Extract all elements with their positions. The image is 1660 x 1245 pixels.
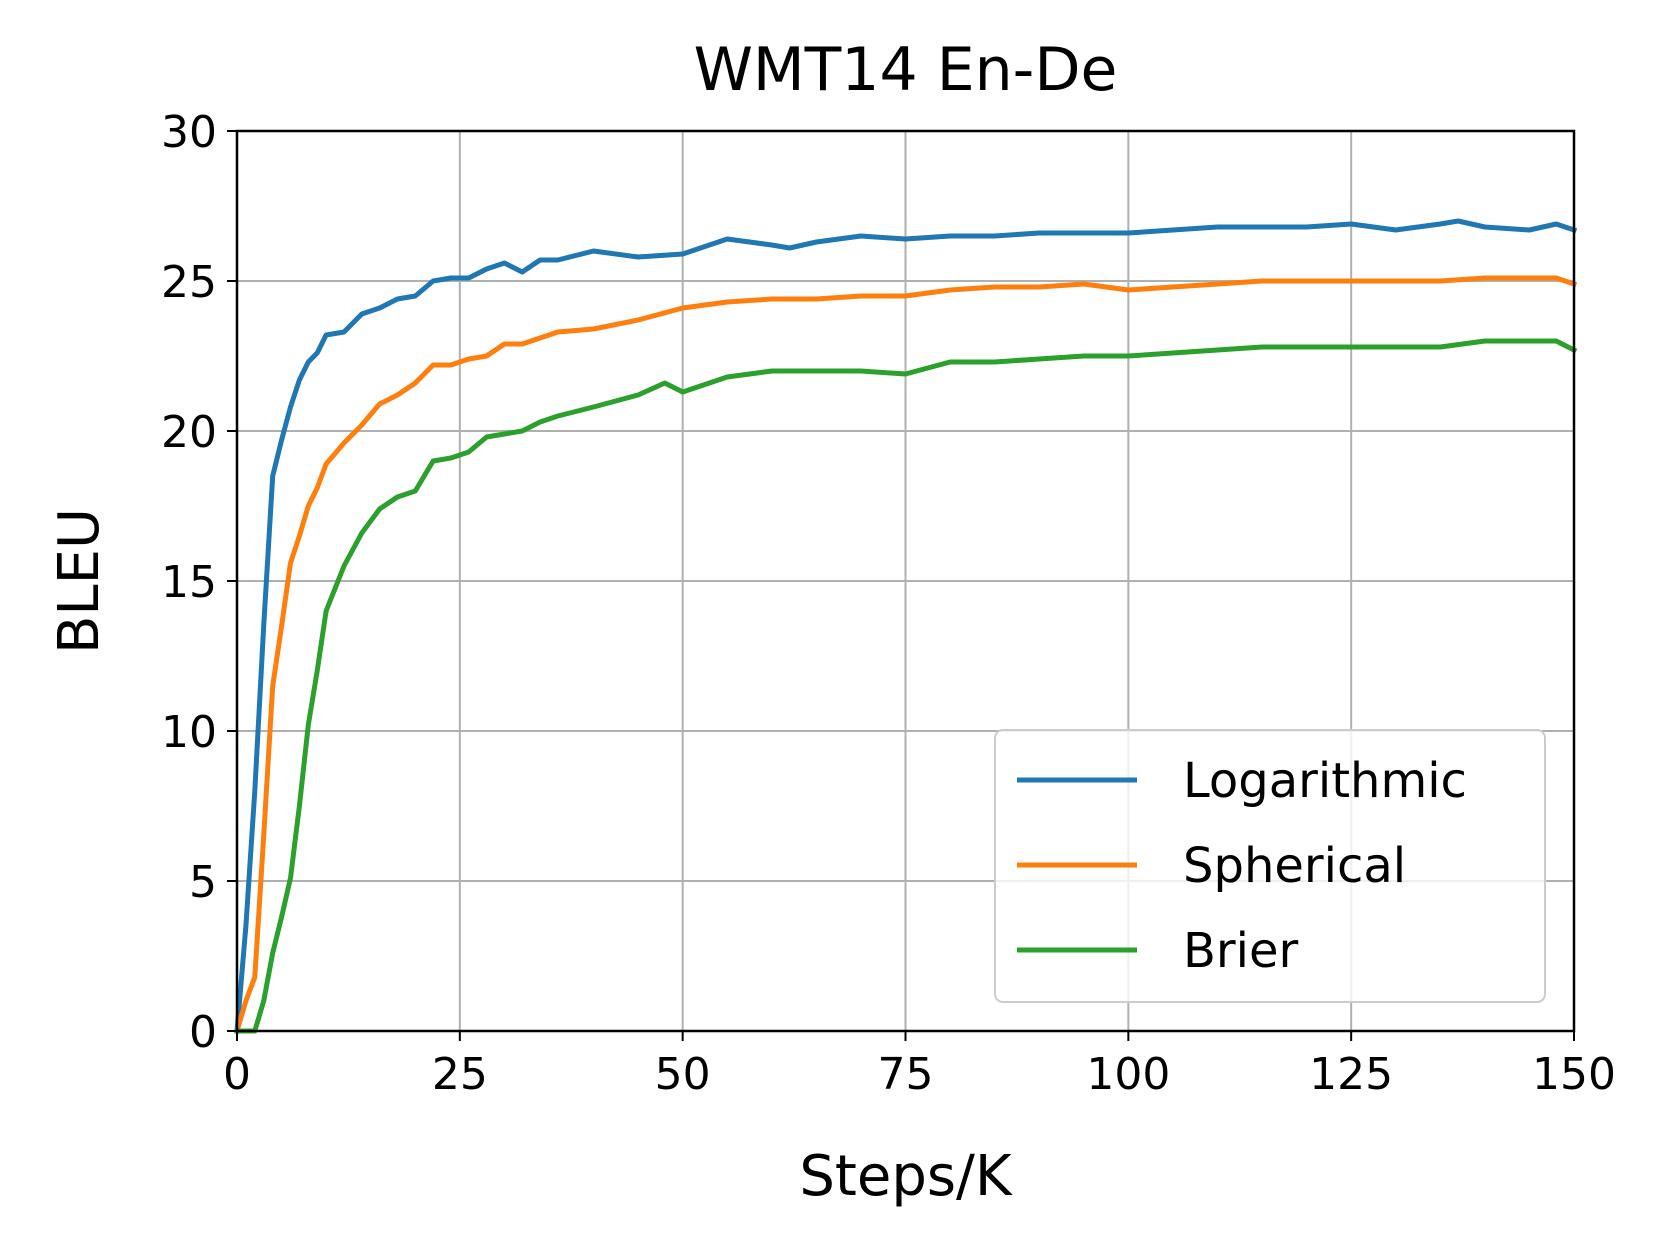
chart-title: WMT14 En-De [694,35,1118,105]
x-axis-label: Steps/K [799,1144,1013,1209]
legend-label-logarithmic: Logarithmic [1183,753,1467,809]
legend-label-brier: Brier [1183,923,1299,979]
x-tick-label: 0 [223,1049,251,1100]
legend-box [994,729,1546,1003]
y-tick-label: 30 [161,107,217,158]
series-line-spherical [233,275,1578,1035]
series-line-brier [234,338,1578,1034]
y-tick-label: 20 [161,407,217,458]
y-tick-label: 10 [161,707,217,758]
x-tick-label: 100 [1086,1049,1170,1100]
legend: Logarithmic Spherical Brier [994,729,1546,1003]
y-tick-label: 15 [161,557,217,608]
x-tick-label: 75 [878,1049,934,1100]
ticks: 0 25 50 75 100 125 150 0 5 10 15 20 25 30 [161,107,1616,1100]
x-tick-label: 50 [655,1049,711,1100]
legend-label-spherical: Spherical [1183,838,1406,894]
x-tick-label: 150 [1532,1049,1616,1100]
y-axis-label: BLEU [47,508,112,654]
x-tick-label: 125 [1309,1049,1393,1100]
y-tick-label: 25 [161,257,217,308]
y-tick-label: 0 [189,1007,217,1058]
series-lines [233,218,1578,1035]
y-tick-label: 5 [189,857,217,908]
x-tick-label: 25 [432,1049,488,1100]
series-line-logarithmic [234,218,1578,1034]
